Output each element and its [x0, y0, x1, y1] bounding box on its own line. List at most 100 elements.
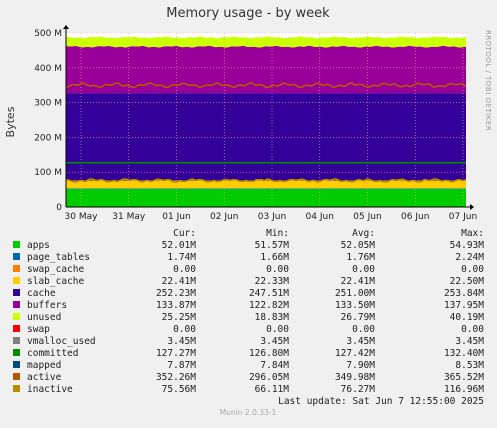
- legend-name: inactive: [27, 384, 73, 395]
- x-tick-label: 07 Jun: [449, 212, 477, 222]
- legend-max: 2.24M: [455, 252, 484, 263]
- legend-cur: 133.87M: [156, 300, 196, 311]
- legend-name: vmalloc_used: [27, 336, 96, 347]
- legend-cur: 25.25M: [162, 312, 197, 323]
- legend-max: 8.53M: [455, 360, 484, 371]
- legend-cur: 75.56M: [162, 384, 197, 395]
- area-apps: [66, 188, 466, 207]
- grid-lines: [66, 32, 466, 207]
- legend-swatch: [13, 337, 20, 344]
- x-tick-label: 31 May: [112, 212, 146, 222]
- legend-max: 365.52M: [444, 372, 484, 383]
- legend-avg: 127.42M: [335, 348, 375, 359]
- line-inactive: [66, 178, 467, 183]
- legend-swatch: [13, 385, 20, 392]
- area-slab-cache: [66, 180, 466, 189]
- legend-avg: 76.27M: [341, 384, 376, 395]
- legend-min: 7.84M: [260, 360, 289, 371]
- legend-swatch: [13, 265, 20, 272]
- legend-avg: 26.79M: [341, 312, 376, 323]
- legend-swatch: [13, 349, 20, 356]
- y-tick-label: 0: [56, 203, 62, 213]
- x-tick-label: 04 Jun: [306, 212, 334, 222]
- x-tick-label: 06 Jun: [401, 212, 429, 222]
- legend-swatch: [13, 361, 20, 368]
- line-series: [65, 82, 467, 183]
- legend-cur: 1.74M: [167, 252, 196, 263]
- legend-cur: 22.41M: [162, 276, 197, 287]
- y-tick-label: 300 M: [34, 99, 62, 109]
- legend-avg: 133.50M: [335, 300, 375, 311]
- legend-max: 3.45M: [455, 336, 484, 347]
- legend-max: 0.00: [461, 324, 484, 335]
- legend-swatch: [13, 313, 20, 320]
- legend-swatch: [13, 241, 20, 248]
- legend-cur: 0.00: [173, 324, 196, 335]
- legend-swatch: [13, 289, 20, 296]
- area-unused: [66, 36, 466, 48]
- legend-min: 1.66M: [260, 252, 289, 263]
- y-axis-label: Bytes: [4, 106, 17, 137]
- legend-name: buffers: [27, 300, 67, 311]
- y-tick-label: 200 M: [34, 133, 62, 143]
- legend-max: 0.00: [461, 264, 484, 275]
- legend-cur: 252.23M: [156, 288, 196, 299]
- legend-max: 253.84M: [444, 288, 484, 299]
- chart-title: Memory usage - by week: [166, 6, 330, 21]
- legend-header: Cur:: [173, 228, 196, 239]
- legend-cur: 52.01M: [162, 240, 197, 251]
- legend-name: swap_cache: [27, 264, 84, 275]
- area-cache: [66, 93, 466, 181]
- legend-swatch: [13, 301, 20, 308]
- legend-name: slab_cache: [27, 276, 84, 287]
- rrdtool-credit: RRDTOOL / TOBI OETIKER: [484, 30, 492, 131]
- legend-min: 247.51M: [249, 288, 289, 299]
- legend-max: 54.93M: [450, 240, 485, 251]
- last-update: Last update: Sat Jun 7 12:55:00 2025: [278, 396, 484, 407]
- legend-avg: 7.90M: [346, 360, 375, 371]
- legend-swatch: [13, 373, 20, 380]
- axes: [63, 25, 474, 210]
- x-tick-label: 01 Jun: [162, 212, 190, 222]
- legend-swatch: [13, 253, 20, 260]
- legend-cur: 7.87M: [167, 360, 196, 371]
- legend-max: 116.96M: [444, 384, 484, 395]
- legend-avg: 3.45M: [346, 336, 375, 347]
- legend-min: 51.57M: [255, 240, 290, 251]
- legend-max: 137.95M: [444, 300, 484, 311]
- legend-min: 18.83M: [255, 312, 290, 323]
- legend-min: 0.00: [266, 324, 289, 335]
- line-active: [65, 82, 467, 89]
- x-tick-label: 03 Jun: [258, 212, 286, 222]
- legend-name: apps: [27, 240, 50, 251]
- legend-cur: 352.26M: [156, 372, 196, 383]
- area-page-tables: [66, 188, 466, 189]
- legend-min: 122.82M: [249, 300, 289, 311]
- legend-cur: 3.45M: [167, 336, 196, 347]
- legend-max: 40.19M: [450, 312, 485, 323]
- legend-swatch: [13, 277, 20, 284]
- legend-name: committed: [27, 348, 78, 359]
- legend-min: 0.00: [266, 264, 289, 275]
- x-tick-labels: 30 May 31 May 01 Jun 02 Jun 03 Jun 04 Jun 05 J…: [65, 212, 478, 222]
- legend-avg: 22.41M: [341, 276, 376, 287]
- x-tick-label: 30 May: [65, 212, 99, 222]
- legend-max: 132.40M: [444, 348, 484, 359]
- x-tick-label: 02 Jun: [210, 212, 238, 222]
- legend-name: mapped: [27, 360, 61, 371]
- legend-avg: 1.76M: [346, 252, 375, 263]
- legend-min: 126.80M: [249, 348, 289, 359]
- legend-min: 22.33M: [255, 276, 290, 287]
- y-tick-label: 500 M: [34, 29, 62, 39]
- legend-max: 22.50M: [450, 276, 485, 287]
- area-buffers: [66, 45, 466, 94]
- y-axis-arrow: [63, 25, 69, 29]
- legend-avg: 349.98M: [335, 372, 375, 383]
- legend-name: active: [27, 372, 62, 383]
- legend-avg: 251.00M: [335, 288, 375, 299]
- legend-name: cache: [27, 288, 56, 299]
- legend-avg: 0.00: [352, 324, 375, 335]
- legend: Cur: Min: Avg: Max: apps 52.01M 51.57M 52.05M 54…: [13, 228, 484, 395]
